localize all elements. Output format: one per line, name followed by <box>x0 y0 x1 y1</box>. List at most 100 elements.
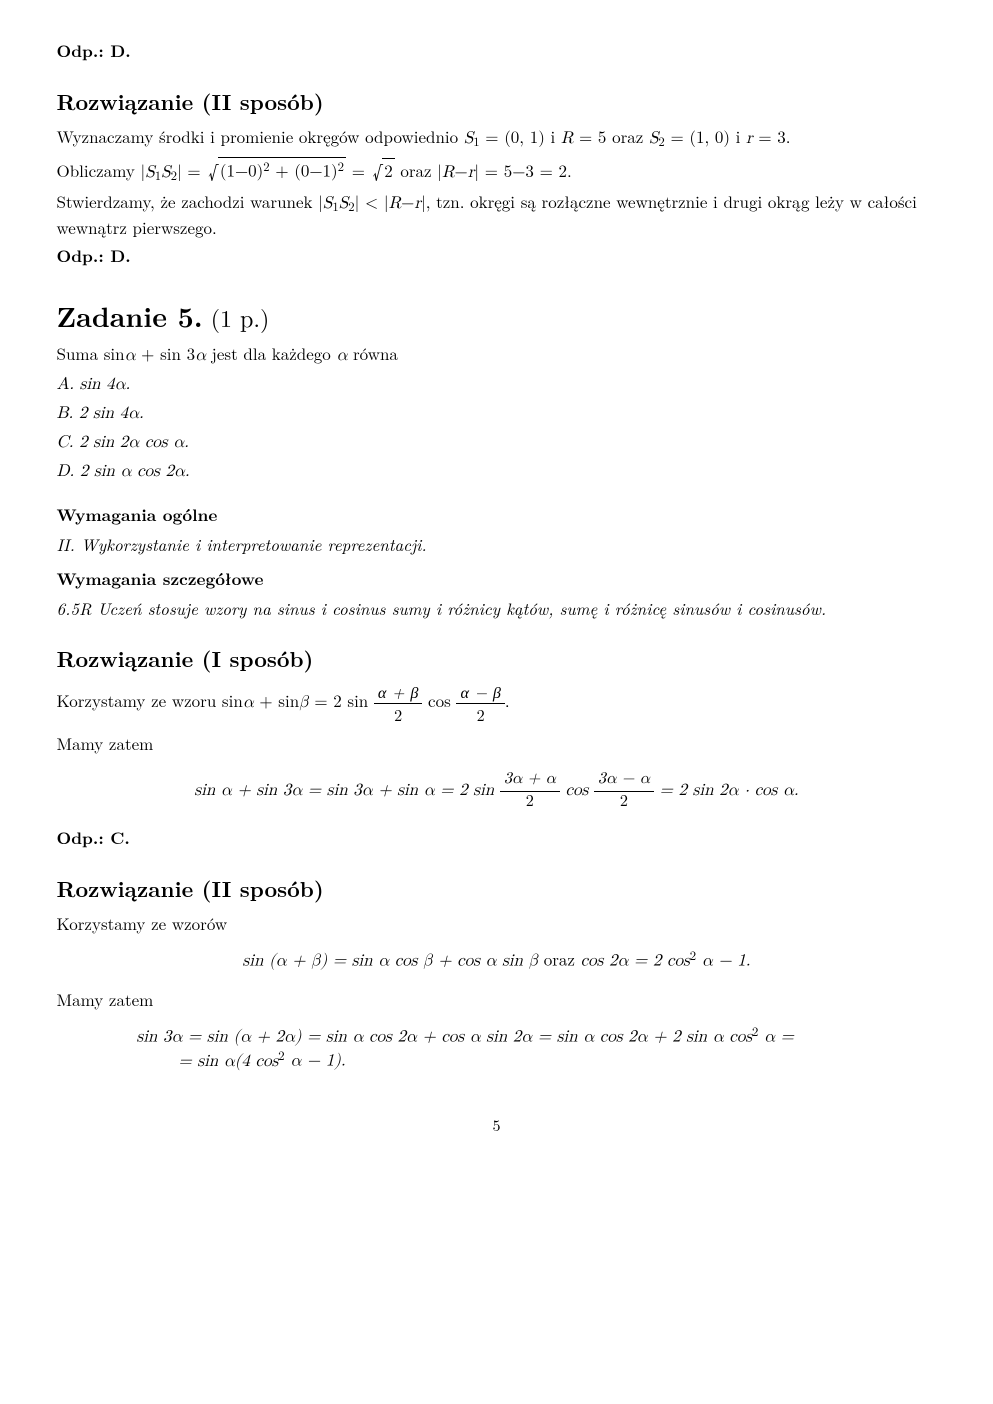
text: . <box>505 688 510 712</box>
text: cos 2α = 2 cos <box>581 953 690 970</box>
text: Obliczamy | <box>57 158 146 182</box>
text: = 5 oraz <box>573 124 649 148</box>
math: S <box>145 164 154 181</box>
text: B. 2 sin 4α. <box>57 405 144 422</box>
text: sin α + sin 3α = sin 3α + sin α = 2 sin <box>194 782 494 799</box>
text: + (0−1) <box>270 158 338 182</box>
text: równa <box>347 341 398 365</box>
answer-options: A. sin 4α. B. 2 sin 4α. C. 2 sin 2α cos … <box>57 374 937 484</box>
math: α <box>195 347 206 364</box>
text: = 3. <box>753 124 791 148</box>
text: α = <box>758 1028 793 1045</box>
section-heading: Rozwiązanie (II sposób) <box>57 874 937 904</box>
text: = 2 sin <box>309 688 369 712</box>
text: jest dla każdego <box>206 341 336 365</box>
page-number: 5 <box>57 1114 937 1136</box>
radicand: (1−0)2 + (0−1)2 <box>218 157 346 182</box>
requirements-detailed-title: Wymagania szczegółowe <box>57 568 937 591</box>
fraction: 3α + α2 <box>500 769 560 814</box>
math: β <box>299 694 309 711</box>
text: = 2 sin 2α · cos α. <box>660 782 799 799</box>
numerator: 3α − α <box>594 769 654 792</box>
text: | = <box>177 158 206 182</box>
text: Korzystamy ze wzoru sin <box>57 688 243 712</box>
answer-option-a: A. sin 4α. <box>57 374 937 397</box>
math: R <box>561 130 574 147</box>
requirements-general-title: Wymagania ogólne <box>57 504 937 527</box>
task-title: Zadanie 5. <box>57 296 203 336</box>
display-equation: sin α + sin 3α = sin 3α + sin α = 2 sin … <box>57 769 937 814</box>
task-points: (1 p.) <box>203 300 270 334</box>
paragraph: Korzystamy ze wzoru sinα + sinβ = 2 sin … <box>57 681 937 726</box>
answer-label: Odp.: D. <box>57 245 937 268</box>
answer-option-b: B. 2 sin 4α. <box>57 403 937 426</box>
text: A. sin 4α. <box>57 376 131 393</box>
text: α − 1. <box>696 953 750 970</box>
answer-option-d: D. 2 sin α cos 2α. <box>57 461 937 484</box>
task-heading: Zadanie 5. (1 p.) <box>57 298 937 336</box>
text: − <box>455 158 468 182</box>
text: cos <box>428 688 451 712</box>
text: | < | <box>355 189 389 213</box>
text: = sin α(4 cos <box>179 1053 279 1070</box>
fraction: 3α − α2 <box>594 769 654 814</box>
math: S <box>464 130 473 147</box>
text: α − 1). <box>285 1053 346 1070</box>
paragraph: Stwierdzamy, że zachodzi warunek |S1S2| … <box>57 190 937 239</box>
requirements-general-text: II. Wykorzystanie i interpretowanie repr… <box>57 533 937 556</box>
paragraph: Korzystamy ze wzorów <box>57 912 937 935</box>
math: S <box>161 164 170 181</box>
math: R <box>389 195 402 212</box>
math: α <box>336 347 347 364</box>
text: sin (α + β) = sin α cos β + cos α sin β <box>243 953 539 970</box>
text: Suma sin <box>57 341 125 365</box>
denominator: 2 <box>374 704 422 726</box>
math: R <box>442 164 455 181</box>
denominator: 2 <box>594 792 654 814</box>
numerator: α − β <box>456 681 504 704</box>
fraction: α + β2 <box>374 681 422 726</box>
text: (1−0) <box>220 158 263 182</box>
answer-label: Odp.: D. <box>57 40 937 63</box>
text: − <box>401 189 414 213</box>
math: r <box>746 130 753 147</box>
math: S <box>339 195 348 212</box>
text: sin 3α = sin (α + 2α) = sin α cos 2α + c… <box>137 1028 753 1045</box>
section-heading: Rozwiązanie (II sposób) <box>57 87 937 117</box>
text: = <box>346 158 371 182</box>
paragraph: Mamy zatem <box>57 732 937 755</box>
math: S <box>649 130 658 147</box>
text: = (0, 1) i <box>480 124 561 148</box>
math: α <box>243 694 254 711</box>
text: + sin <box>254 688 299 712</box>
paragraph: Mamy zatem <box>57 988 937 1011</box>
display-equation: sin (α + β) = sin α cos β + cos α sin β … <box>57 949 937 974</box>
text: + sin 3 <box>136 341 196 365</box>
answer-option-c: C. 2 sin 2α cos α. <box>57 432 937 455</box>
radicand: 2 <box>382 158 395 182</box>
fraction: α − β2 <box>456 681 504 726</box>
section-heading: Rozwiązanie (I sposób) <box>57 644 937 674</box>
text: Stwierdzamy, że zachodzi warunek | <box>57 189 323 213</box>
sqrt: (1−0)2 + (0−1)2 <box>206 157 346 185</box>
math: r <box>414 195 421 212</box>
requirements-detailed-text: 6.5R Uczeń stosuje wzory na sinus i cosi… <box>57 597 937 620</box>
text: C. 2 sin 2α cos α. <box>57 434 189 451</box>
text: oraz <box>538 953 581 970</box>
paragraph: Suma sinα + sin 3α jest dla każdego α ró… <box>57 342 937 368</box>
sup: 2 <box>338 157 344 175</box>
text: D. 2 sin α cos 2α. <box>57 463 190 480</box>
text: | = 5−3 = 2. <box>474 158 571 182</box>
text: = (1, 0) i <box>665 124 746 148</box>
text: Wyznaczamy środki i promienie okręgów od… <box>57 124 464 148</box>
text: cos <box>566 782 589 799</box>
text: oraz | <box>395 158 442 182</box>
answer-label: Odp.: C. <box>57 827 937 850</box>
display-equation: sin 3α = sin (α + 2α) = sin α cos 2α + c… <box>137 1025 937 1074</box>
paragraph: Obliczamy |S1S2| = (1−0)2 + (0−1)2 = 2 o… <box>57 157 937 185</box>
sqrt: 2 <box>371 157 395 185</box>
denominator: 2 <box>456 704 504 726</box>
math: α <box>125 347 136 364</box>
numerator: α + β <box>374 681 422 704</box>
numerator: 3α + α <box>500 769 560 792</box>
